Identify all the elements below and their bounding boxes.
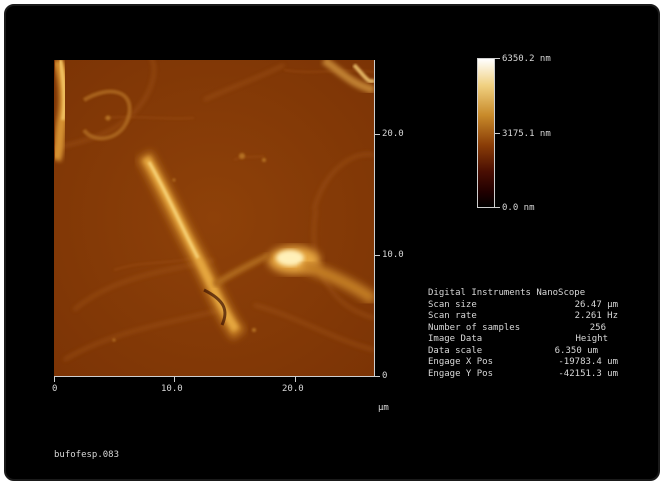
metadata-key: Number of samples	[428, 322, 521, 333]
x-axis-unit: µm	[378, 403, 389, 413]
colorbar-tick-mid	[495, 133, 500, 134]
colorbar-tick-min	[495, 207, 500, 208]
colorbar-tick-max	[495, 58, 500, 59]
y-tick-10	[374, 255, 380, 256]
metadata-key: Data scale	[428, 345, 483, 356]
nanoscope-window: 0 10.0 20.0 µm 20.0 10.0 0 6350.2 nm 317…	[4, 4, 660, 481]
height-colorbar	[477, 58, 495, 208]
metadata-row: Engage X Pos -19783.4 um	[428, 357, 618, 369]
colorbar-mid-label: 3175.1 nm	[502, 129, 551, 139]
metadata-value: 2.261 Hz	[574, 311, 618, 321]
metadata-value: -42151.3 um	[558, 368, 618, 379]
metadata-row: Scan rate 2.261 Hz	[428, 311, 618, 323]
y-tick-label: 10.0	[382, 250, 404, 260]
file-name: bufofesp.083	[54, 450, 120, 460]
metadata-key: Scan size	[428, 299, 477, 310]
metadata-row: Scan size 26.47 µm	[428, 300, 618, 312]
metadata-row: Data scale 6.350 um	[428, 346, 618, 358]
y-tick-label: 20.0	[382, 129, 404, 139]
instrument-title: Digital Instruments NanoScope	[428, 288, 586, 298]
x-tick-label: 20.0	[282, 384, 304, 394]
y-tick-20	[374, 134, 380, 135]
x-axis-line	[54, 376, 374, 377]
metadata-value: 256	[589, 322, 606, 333]
metadata-key: Engage Y Pos	[428, 368, 494, 379]
metadata-row: Image Data Height	[428, 334, 618, 346]
x-tick-0	[54, 376, 55, 382]
afm-height-image[interactable]	[54, 60, 374, 376]
metadata-key: Image Data	[428, 334, 483, 344]
metadata-key: Scan rate	[428, 311, 477, 321]
metadata-value: 6.350 um	[554, 345, 598, 356]
x-tick-label: 10.0	[161, 384, 183, 394]
afm-surface-render	[54, 60, 374, 376]
colorbar-max-label: 6350.2 nm	[502, 54, 551, 64]
scan-metadata: Digital Instruments NanoScope Scan size …	[428, 288, 618, 380]
metadata-row: Number of samples 256	[428, 323, 618, 335]
y-tick-0	[374, 376, 380, 377]
x-tick-20	[295, 376, 296, 382]
metadata-row: Engage Y Pos -42151.3 um	[428, 369, 618, 381]
colorbar-min-label: 0.0 nm	[502, 203, 535, 213]
metadata-value: -19783.4 um	[558, 357, 618, 367]
y-tick-label: 0	[382, 371, 388, 381]
metadata-value: Height	[575, 334, 608, 344]
y-axis-line	[374, 60, 375, 377]
x-tick-10	[174, 376, 175, 382]
metadata-value: 26.47 µm	[574, 299, 618, 310]
x-tick-label: 0	[52, 384, 58, 394]
metadata-key: Engage X Pos	[428, 357, 494, 367]
